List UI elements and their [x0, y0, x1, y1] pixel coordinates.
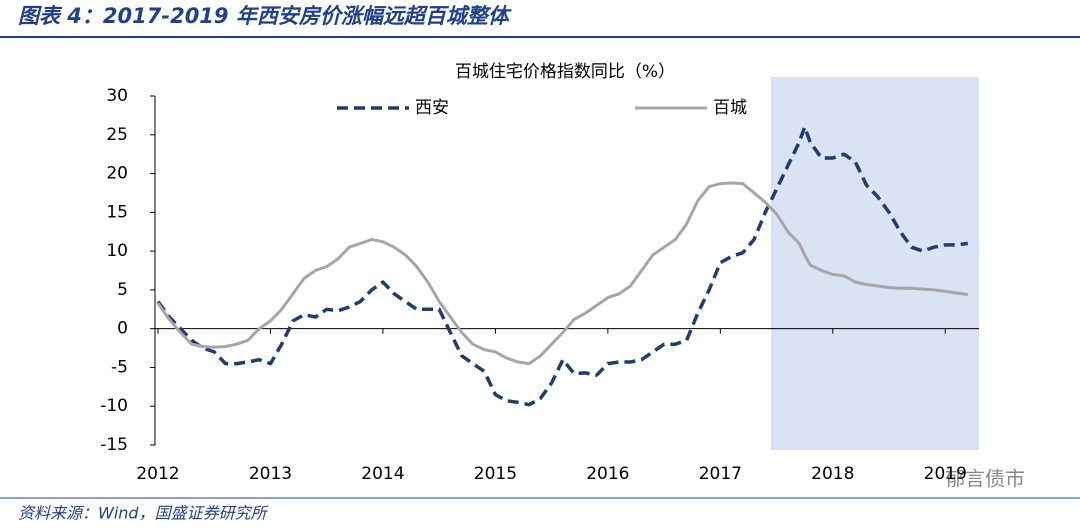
- x-tick-label: 2014: [361, 464, 404, 484]
- y-tick-label: 10: [106, 241, 128, 261]
- y-tick-label: -10: [100, 396, 128, 416]
- x-tick-label: 2015: [474, 464, 517, 484]
- x-tick-label: 2012: [136, 464, 179, 484]
- x-tick-label: 2016: [586, 464, 629, 484]
- plot: -15 -10 -5 0 5 10 15 20 25 30 2012 2013 2014 2015 2016…: [100, 77, 979, 484]
- header-title: 图表 4：2017-2019 年西安房价涨幅远超百城整体: [18, 4, 512, 28]
- source-note: 资料来源：Wind，国盛证券研究所: [18, 504, 270, 523]
- y-tick-label: 20: [106, 164, 128, 184]
- series-line: [156, 125, 969, 407]
- y-tick-label: 5: [117, 280, 128, 300]
- legend-label: 西安: [415, 98, 449, 118]
- watermark: 郁言债市: [945, 467, 1025, 491]
- x-tick-label: 2019: [924, 464, 967, 484]
- y-tick-label: 25: [106, 125, 128, 145]
- y-tick-label: 0: [117, 319, 128, 339]
- series-line: [156, 181, 968, 366]
- x-tick-label: 2018: [811, 464, 854, 484]
- y-tick-label: 30: [106, 86, 128, 106]
- legend-label: 百城: [713, 98, 747, 118]
- y-tick-label: 15: [106, 202, 128, 222]
- x-tick-label: 2013: [249, 464, 292, 484]
- x-tick-label: 2017: [699, 464, 742, 484]
- y-tick-label: -15: [100, 435, 128, 455]
- y-tick-label: -5: [111, 357, 128, 377]
- chart-title: 百城住宅价格指数同比（%）: [455, 62, 675, 82]
- highlight-band: [770, 77, 979, 450]
